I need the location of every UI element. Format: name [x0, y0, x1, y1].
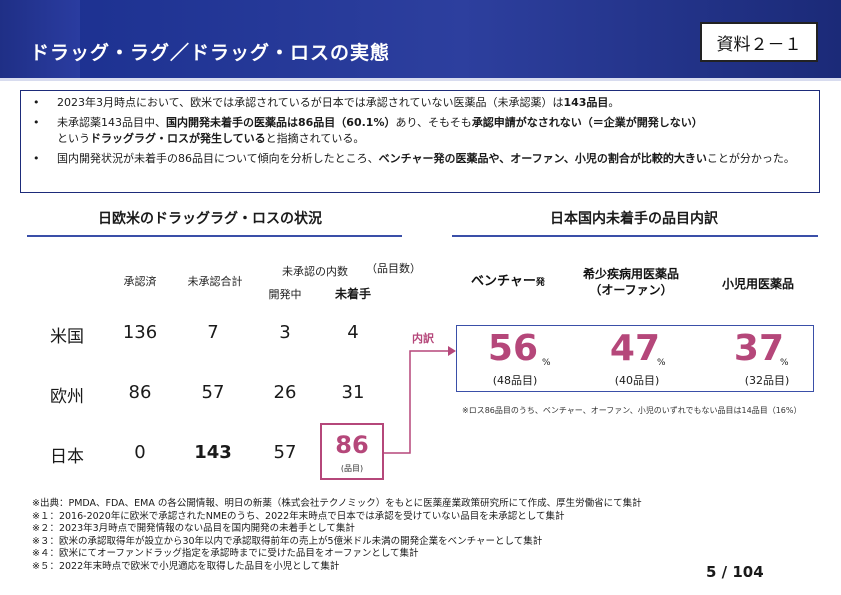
count-orphan: (40品目) — [614, 374, 660, 387]
cell-jp-not-started: 86 — [335, 431, 369, 459]
row-label-jp: 日本 — [50, 447, 84, 467]
cell-eu-approved: 86 — [128, 382, 152, 403]
page-title: ドラッグ・ラグ／ドラッグ・ロスの実態 — [30, 42, 391, 64]
col-not-started: 未着手 — [334, 287, 371, 301]
pct-venture: 56 — [487, 328, 538, 369]
header-divider — [0, 78, 841, 81]
footnote-3: ※３：欧米の承認取得年が設立から30年以内で承認取得前年の売上が5億米ドル未満の… — [32, 535, 543, 547]
document-badge: 資料２－１ — [700, 22, 818, 62]
col-unapproved-breakdown: 未承認の内数 — [282, 265, 348, 278]
footnote-1: ※１：2016-2020年に欧米で承認されたNMEのうち、2022年末時点で日本… — [32, 510, 565, 522]
category-orphan-line2: （オーファン） — [589, 283, 673, 297]
cell-jp-in-dev: 57 — [273, 442, 297, 463]
count-venture: (48品目) — [492, 374, 538, 387]
col-in-development: 開発中 — [268, 288, 302, 301]
pct-pediatric: 37 — [733, 328, 784, 369]
category-orphan: 希少疾病用医薬品 （オーファン） — [566, 266, 696, 298]
unit-label: （品目数） — [366, 262, 421, 275]
pct-pediatric-sign: % — [780, 358, 789, 368]
col-approved: 承認済 — [123, 275, 157, 288]
summary-bullet-3: 国内開発状況が未着手の86品目について傾向を分析したところ、ベンチャー発の医薬品… — [31, 151, 809, 167]
left-section-rule — [27, 235, 402, 237]
header-accent — [0, 0, 80, 78]
summary-bullet-1: 2023年3月時点において、欧米では承認されているが日本では承認されていない医薬… — [31, 95, 809, 111]
cell-eu-unapproved: 57 — [201, 382, 225, 403]
jp-not-started-highlight: 86 (品目) — [320, 423, 384, 480]
page-number: 5 / 104 — [706, 563, 764, 581]
cell-eu-in-dev: 26 — [273, 382, 297, 403]
summary-box: 2023年3月時点において、欧米では承認されているが日本では承認されていない医薬… — [20, 90, 820, 193]
footnote-2: ※２：2023年3月時点で開発情報のない品目を国内開発の未着手として集計 — [32, 523, 355, 534]
cell-us-unapproved: 7 — [207, 322, 219, 343]
row-label-eu: 欧州 — [50, 387, 84, 407]
count-pediatric: (32品目) — [744, 374, 790, 387]
cell-jp-approved: 0 — [134, 442, 146, 463]
right-section-rule — [452, 235, 818, 237]
right-section-title: 日本国内未着手の品目内訳 — [550, 211, 718, 227]
pct-orphan-sign: % — [657, 358, 666, 368]
footnote-5: ※５：2022年末時点で欧米で小児適応を取得した品目を小児として集計 — [32, 560, 340, 572]
left-section-title: 日欧米のドラッグラグ・ロスの状況 — [98, 211, 322, 227]
cell-eu-not-started: 31 — [341, 382, 365, 403]
category-orphan-line1: 希少疾病用医薬品 — [582, 267, 679, 281]
breakdown-box — [456, 325, 814, 392]
category-pediatric: 小児用医薬品 — [721, 277, 794, 291]
cell-jp-unapproved: 143 — [194, 442, 232, 463]
col-unapproved-total: 未承認合計 — [187, 275, 243, 288]
breakdown-label: 内訳 — [412, 332, 434, 345]
category-venture: ベンチャー発 — [458, 270, 558, 289]
breakdown-note: ※ロス86品目のうち、ベンチャー、オーファン、小児のいずれでもない品目は14品目… — [462, 406, 802, 415]
summary-bullet-2: 未承認薬143品目中、国内開発未着手の医薬品は86品目（60.1%）あり、そもそ… — [31, 115, 809, 147]
cell-us-approved: 136 — [122, 322, 158, 343]
pct-venture-sign: % — [542, 358, 551, 368]
highlight-unit: (品目) — [340, 464, 364, 473]
footnote-source: ※出典：PMDA、FDA、EMA の各公開情報、明日の新薬（株式会社テクノミック… — [32, 498, 642, 509]
category-venture-label: ベンチャー — [471, 274, 536, 289]
pct-orphan: 47 — [609, 328, 660, 369]
footnotes: ※出典：PMDA、FDA、EMA の各公開情報、明日の新薬（株式会社テクノミック… — [32, 498, 752, 573]
cell-us-not-started: 4 — [347, 322, 359, 343]
footnote-4: ※４：欧米にてオーファンドラッグ指定を承認時までに受けた品目をオーファンとして集… — [32, 548, 419, 559]
category-venture-suffix: 発 — [535, 278, 545, 288]
cell-us-in-dev: 3 — [279, 322, 291, 343]
breakdown-arrow — [384, 346, 456, 454]
row-label-us: 米国 — [50, 327, 84, 347]
